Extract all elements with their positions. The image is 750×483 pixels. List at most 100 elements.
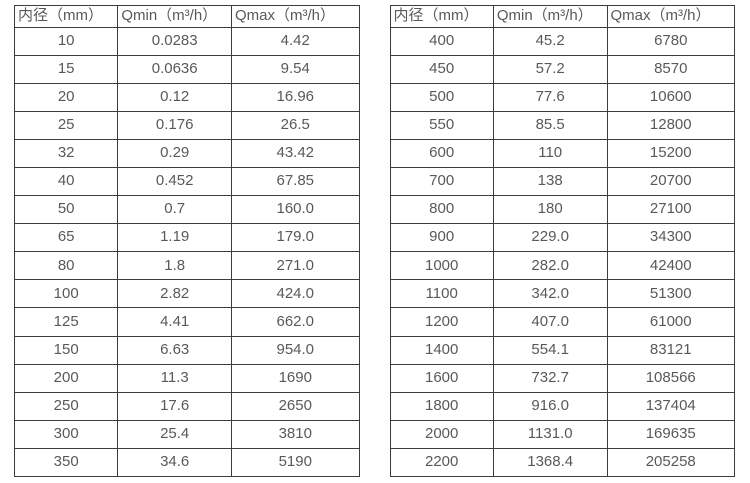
table-row: 80 1.8 271.0 (13, 251, 360, 281)
table-cell: 554.1 (492, 335, 608, 365)
table-cell: 25 (13, 110, 119, 140)
table-row: 700 138 20700 (389, 166, 736, 197)
table-cell: 45.2 (492, 26, 608, 56)
table-cell: 138 (492, 166, 608, 197)
table-cell: 0.452 (117, 166, 233, 197)
table-cell: 0.0636 (117, 54, 233, 84)
table-row: 1200 407.0 61000 (389, 307, 736, 337)
flow-spec-table-large-diameters: 内径（mm） Qmin（m³/h） Qmax（m³/h） 400 45.2 6780 450… (389, 5, 736, 478)
table-cell: 17.6 (117, 391, 233, 421)
table-row: 125 4.41 662.0 (13, 307, 360, 337)
table-row: 50 0.7 160.0 (13, 195, 360, 225)
table-row: 550 85.5 12800 (389, 110, 736, 140)
table-cell: 205258 (606, 447, 736, 478)
table-cell: 26.5 (231, 110, 360, 140)
table-row: 1600 732.7 108566 (389, 363, 736, 393)
table-cell: 34.6 (117, 447, 233, 478)
table-cell: 8570 (606, 54, 736, 84)
table-cell: 61000 (606, 307, 736, 337)
table-cell: 1800 (389, 391, 494, 421)
table-cell: 0.0283 (117, 26, 233, 56)
column-header: Qmin（m³/h） (117, 5, 233, 28)
column-header: Qmax（m³/h） (606, 5, 736, 28)
table-cell: 137404 (606, 391, 736, 421)
table-row: 500 77.6 10600 (389, 82, 736, 112)
column-header: 内径（mm） (389, 5, 494, 28)
table-cell: 16.96 (231, 82, 360, 112)
table-cell: 6.63 (117, 335, 233, 365)
table-row: 1400 554.1 83121 (389, 335, 736, 365)
table-row: 40 0.452 67.85 (13, 166, 360, 197)
table-cell: 350 (13, 447, 119, 478)
table-cell: 77.6 (492, 82, 608, 112)
table-cell: 500 (389, 82, 494, 112)
header-row: 内径（mm） Qmin（m³/h） Qmax（m³/h） (389, 5, 736, 28)
table-cell: 662.0 (231, 307, 360, 337)
table-cell: 5190 (231, 447, 360, 478)
table-cell: 1600 (389, 363, 494, 393)
table-cell: 400 (389, 26, 494, 56)
table-cell: 1000 (389, 251, 494, 281)
table-row: 900 229.0 34300 (389, 223, 736, 253)
table-cell: 1400 (389, 335, 494, 365)
table-cell: 0.12 (117, 82, 233, 112)
table-row: 32 0.29 43.42 (13, 138, 360, 168)
table-cell: 1.19 (117, 223, 233, 253)
table-row: 2000 1131.0 169635 (389, 419, 736, 449)
table-cell: 916.0 (492, 391, 608, 421)
table-cell: 3810 (231, 419, 360, 449)
table-cell: 34300 (606, 223, 736, 253)
table-cell: 1100 (389, 279, 494, 309)
table-cell: 2.82 (117, 279, 233, 309)
column-header: Qmin（m³/h） (492, 5, 608, 28)
table-cell: 1131.0 (492, 419, 608, 449)
table-row: 400 45.2 6780 (389, 26, 736, 56)
table-cell: 43.42 (231, 138, 360, 168)
table-cell: 200 (13, 363, 119, 393)
table-cell: 150 (13, 335, 119, 365)
table-cell: 2200 (389, 447, 494, 478)
table-cell: 32 (13, 138, 119, 168)
table-cell: 15200 (606, 138, 736, 168)
table-row: 1800 916.0 137404 (389, 391, 736, 421)
table-cell: 342.0 (492, 279, 608, 309)
table-cell: 20 (13, 82, 119, 112)
table-cell: 0.29 (117, 138, 233, 168)
table-cell: 550 (389, 110, 494, 140)
table-row: 800 180 27100 (389, 195, 736, 225)
table-cell: 700 (389, 166, 494, 197)
table-cell: 0.7 (117, 195, 233, 225)
table-cell: 1690 (231, 363, 360, 393)
table-cell: 11.3 (117, 363, 233, 393)
table-cell: 1.8 (117, 251, 233, 281)
column-header: 内径（mm） (13, 5, 119, 28)
table-row: 10 0.0283 4.42 (13, 26, 360, 56)
column-header: Qmax（m³/h） (231, 5, 360, 28)
table-cell: 67.85 (231, 166, 360, 197)
table-cell: 450 (389, 54, 494, 84)
table-row: 450 57.2 8570 (389, 54, 736, 84)
table-cell: 83121 (606, 335, 736, 365)
table-row: 15 0.0636 9.54 (13, 54, 360, 84)
table-cell: 271.0 (231, 251, 360, 281)
table-cell: 20700 (606, 166, 736, 197)
table-cell: 65 (13, 223, 119, 253)
table-cell: 4.42 (231, 26, 360, 56)
table-cell: 1368.4 (492, 447, 608, 478)
table-cell: 85.5 (492, 110, 608, 140)
table-row: 350 34.6 5190 (13, 447, 360, 478)
table-row: 250 17.6 2650 (13, 391, 360, 421)
table-cell: 51300 (606, 279, 736, 309)
table-cell: 42400 (606, 251, 736, 281)
table-cell: 229.0 (492, 223, 608, 253)
table-cell: 600 (389, 138, 494, 168)
table-cell: 1200 (389, 307, 494, 337)
table-cell: 0.176 (117, 110, 233, 140)
table-cell: 732.7 (492, 363, 608, 393)
table-cell: 10 (13, 26, 119, 56)
table-cell: 250 (13, 391, 119, 421)
table-cell: 27100 (606, 195, 736, 225)
table-cell: 125 (13, 307, 119, 337)
table-cell: 12800 (606, 110, 736, 140)
table-cell: 900 (389, 223, 494, 253)
